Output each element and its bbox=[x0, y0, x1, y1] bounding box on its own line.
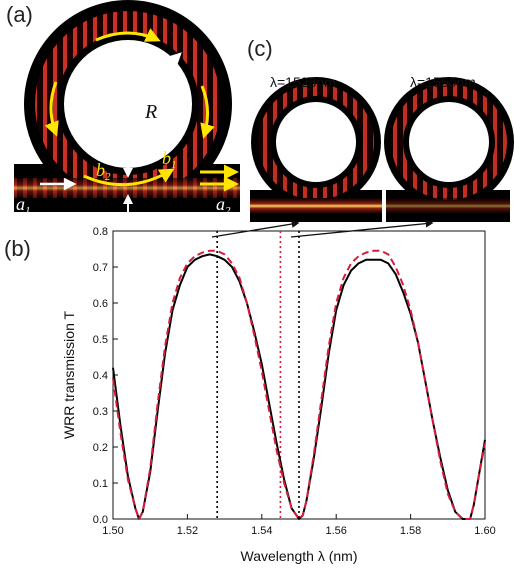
panel-c-label-1550: λ=1550nm bbox=[410, 74, 476, 90]
panel-c-ring-1528-waveguide-mode bbox=[250, 198, 382, 214]
panel-b-chart: 1.50 1.52 1.54 1.56 1.58 1.60 0.0 0.1 0.2 0.3 0.4 0… bbox=[61, 226, 496, 564]
panel-label-a: (a) bbox=[6, 2, 33, 28]
y-tick-label: 0.0 bbox=[93, 514, 108, 526]
chart-x-axis-label: Wavelength λ (nm) bbox=[241, 548, 358, 564]
y-tick-label: 0.2 bbox=[93, 442, 108, 454]
panel-c-ring-1550-inner bbox=[409, 102, 489, 182]
chart-axes-ticks: 1.50 1.52 1.54 1.56 1.58 1.60 0.0 0.1 0.2 0.3 0.4 0… bbox=[93, 226, 496, 537]
y-tick-label: 0.8 bbox=[93, 226, 108, 238]
y-tick-label: 0.4 bbox=[93, 370, 108, 382]
panel-c-ring-1528-inner bbox=[276, 102, 356, 182]
y-tick-label: 0.5 bbox=[93, 334, 108, 346]
panel-c-label-1528: λ=1528nm bbox=[270, 74, 336, 90]
x-tick-label: 1.58 bbox=[400, 525, 421, 537]
x-tick-label: 1.52 bbox=[177, 525, 198, 537]
panel-label-c: (c) bbox=[247, 36, 273, 62]
y-tick-label: 0.1 bbox=[93, 478, 108, 490]
chart-plot-frame bbox=[113, 231, 485, 519]
panel-c-ring-1528 bbox=[250, 77, 382, 222]
panel-a-gap-label: d bbox=[137, 148, 147, 168]
pointer-arrow-1528 bbox=[212, 223, 298, 237]
y-tick-label: 0.7 bbox=[93, 262, 108, 274]
panel-a-waveguide-stripes bbox=[14, 178, 240, 198]
x-tick-label: 1.60 bbox=[474, 525, 495, 537]
chart-marker-lines bbox=[217, 231, 299, 519]
y-tick-label: 0.3 bbox=[93, 406, 108, 418]
x-tick-label: 1.54 bbox=[251, 525, 272, 537]
x-tick-label: 1.56 bbox=[325, 525, 346, 537]
panel-label-b: (b) bbox=[4, 236, 31, 262]
panel-c-ring-1550 bbox=[384, 77, 514, 222]
x-tick-label: 1.50 bbox=[102, 525, 123, 537]
chart-y-axis-label: WRR transmission T bbox=[61, 311, 77, 440]
y-tick-label: 0.6 bbox=[93, 298, 108, 310]
panel-a-diagram: R d a1 a2 b1 b2 bbox=[14, 0, 240, 217]
panel-a-radius-label: R bbox=[144, 101, 157, 123]
panel-c-ring-1550-waveguide-mode bbox=[386, 198, 510, 214]
pointer-arrow-1550 bbox=[291, 223, 432, 237]
